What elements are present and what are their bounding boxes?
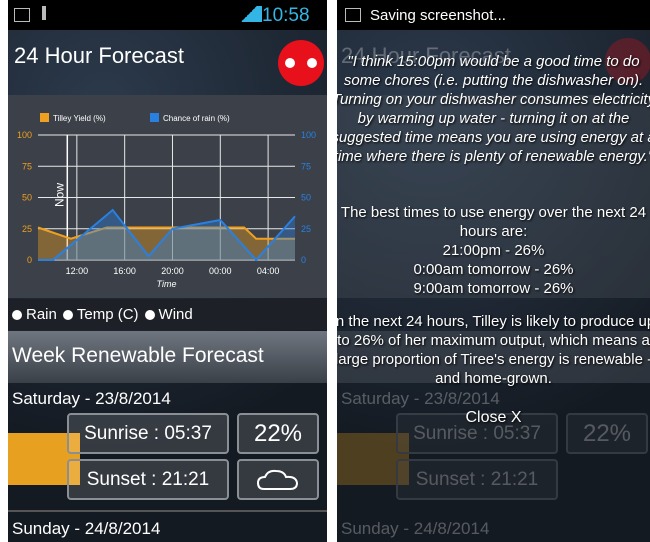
app-screen: 10:58 24 Hour Forecast 0 25 50 75 100 0 25 50 75… xyxy=(8,0,327,542)
quote: "I think 15:00pm would be a good time to… xyxy=(337,52,650,166)
x-tick-label: 16:00 xyxy=(113,266,136,276)
status-text: Saving screenshot... xyxy=(370,7,506,24)
y2-tick-label: 0 xyxy=(301,255,306,265)
radio-label: Temp (C) xyxy=(77,306,139,323)
title: 24 Hour Forecast xyxy=(14,43,184,69)
clock: 10:58 xyxy=(262,5,310,27)
radio-option[interactable]: Temp (C) xyxy=(63,306,139,323)
button-dot xyxy=(285,58,295,68)
summary: In the next 24 hours, Tilley is likely t… xyxy=(337,312,650,388)
separator xyxy=(8,510,327,512)
radio-group: Rain Temp (C) Wind xyxy=(12,306,193,323)
status-bar: 10:58 xyxy=(8,0,327,30)
y-tick-label: 25 xyxy=(22,224,32,234)
yield-box: 22% xyxy=(237,413,319,454)
page: 10:58 24 Hour Forecast 0 25 50 75 100 0 25 50 75… xyxy=(0,0,650,542)
best-times: 21:00pm - 26%0:00am tomorrow - 26%9:00am… xyxy=(337,241,650,298)
radio-label: Wind xyxy=(159,306,193,323)
x-tick-label: 00:00 xyxy=(209,266,232,276)
y2-tick-label: 50 xyxy=(301,193,311,203)
weather-box xyxy=(237,459,319,500)
y2-tick-label: 100 xyxy=(301,130,316,140)
x-tick-label: 20:00 xyxy=(161,266,184,276)
x-tick-label: 04:00 xyxy=(257,266,280,276)
menu-button[interactable] xyxy=(276,38,326,88)
icon xyxy=(345,8,361,22)
y-tick-label: 100 xyxy=(17,130,32,140)
close-button[interactable]: Close X xyxy=(337,408,650,427)
radio-dot xyxy=(63,310,73,320)
dialog-screen: 24 Hour Forecast Saturday - 23/8/2014 Su… xyxy=(337,0,650,542)
day-date: Saturday - 23/8/2014 xyxy=(12,389,171,409)
best-times-title: The best times to use energy over the ne… xyxy=(337,203,650,241)
sunset-box: Sunset : 21:21 xyxy=(396,459,558,500)
y-tick-label: 0 xyxy=(27,255,32,265)
radio-dot xyxy=(145,310,155,320)
y-tick-label: 50 xyxy=(22,193,32,203)
status-bar: Saving screenshot... xyxy=(337,0,650,30)
legend-swatch xyxy=(150,113,159,122)
now-label: Now xyxy=(52,183,66,207)
icon xyxy=(14,8,30,22)
day-date: Sunday - 24/8/2014 xyxy=(12,519,160,539)
button-circle xyxy=(278,40,324,86)
x-tick-label: 12:00 xyxy=(66,266,89,276)
y2-tick-label: 75 xyxy=(301,161,311,171)
legend-swatch xyxy=(40,113,49,122)
day-date: Sunday - 24/8/2014 xyxy=(341,519,489,539)
x-axis-label: Time xyxy=(157,279,177,289)
radio-option[interactable]: Wind xyxy=(145,306,193,323)
best-time: 21:00pm - 26% xyxy=(337,241,650,260)
section-title: Week Renewable Forecast xyxy=(12,344,264,368)
day-date: Saturday - 23/8/2014 xyxy=(341,389,500,409)
cloud-icon xyxy=(256,467,300,493)
radio-dot xyxy=(12,310,22,320)
button-dot xyxy=(307,58,317,68)
legend-label: Tilley Yield (%) xyxy=(53,114,106,123)
chart: 0 25 50 75 100 0 25 50 75 100 12:00 16:00 20:00 00:00… xyxy=(8,95,327,298)
y2-tick-label: 25 xyxy=(301,224,311,234)
radio-label: Rain xyxy=(26,306,57,323)
y-tick-label: 75 xyxy=(22,161,32,171)
signal-icon xyxy=(236,6,262,22)
icon xyxy=(42,6,46,20)
sunset-box: Sunset : 21:21 xyxy=(67,459,229,500)
sunrise-box: Sunrise : 05:37 xyxy=(67,413,229,454)
best-time: 9:00am tomorrow - 26% xyxy=(337,279,650,298)
radio-option[interactable]: Rain xyxy=(12,306,57,323)
best-time: 0:00am tomorrow - 26% xyxy=(337,260,650,279)
legend-label: Chance of rain (%) xyxy=(163,114,230,123)
